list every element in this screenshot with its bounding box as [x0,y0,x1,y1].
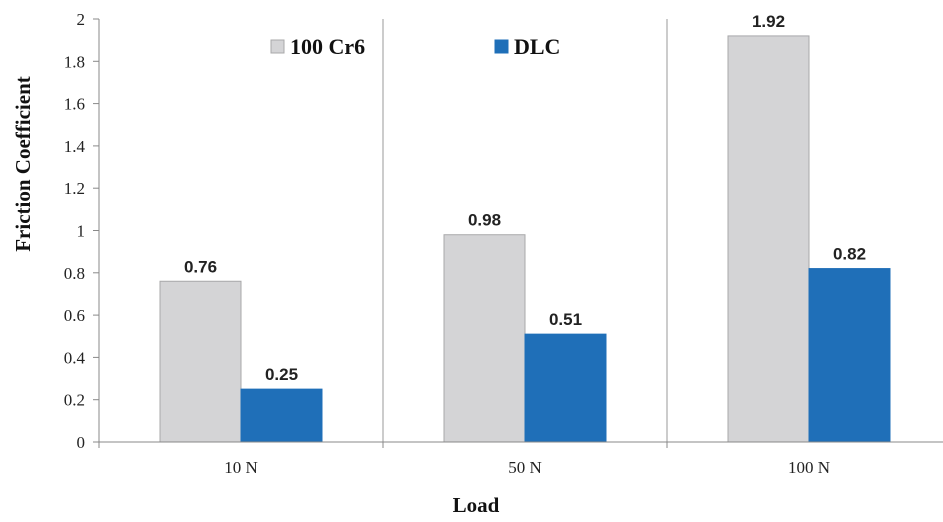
data-label: 0.25 [265,365,298,384]
y-tick-label: 1.6 [64,95,85,114]
axes [93,18,943,448]
data-labels: 0.76 0.98 1.92 0.25 0.51 0.82 [184,12,866,384]
y-tick-label: 1.4 [64,137,86,156]
y-tick-label: 1.8 [64,52,85,71]
x-tick-label: 100 N [788,458,830,477]
y-tick-label: 0.6 [64,306,85,325]
legend-label: DLC [514,34,560,59]
y-tick-labels: 0 0.2 0.4 0.6 0.8 1 1.2 1.4 1.6 1.8 2 [64,10,86,452]
data-label: 0.51 [549,310,582,329]
grid-lines [382,19,668,442]
y-tick-label: 0 [77,433,86,452]
legend-swatch [270,39,285,54]
data-label: 0.82 [833,245,866,264]
y-tick-label: 0.8 [64,264,85,283]
y-tick-label: 2 [77,10,86,29]
y-tick-label: 1.2 [64,179,85,198]
data-label: 0.98 [468,211,501,230]
bar [443,234,526,443]
x-axis-title: Load [453,493,500,517]
bars [159,35,891,443]
data-label: 0.76 [184,257,217,276]
bar [727,35,810,443]
bar [159,280,242,443]
bar [240,388,323,443]
x-tick-label: 50 N [508,458,542,477]
data-label: 1.92 [752,12,785,31]
legend: 100 Cr6 DLC [270,34,560,59]
legend-swatch [494,39,509,54]
y-tick-label: 0.2 [64,391,85,410]
bar [524,333,607,443]
x-tick-labels: 10 N 50 N 100 N [224,458,830,477]
y-tick-label: 1 [77,222,86,241]
x-tick-label: 10 N [224,458,258,477]
y-axis-title: Friction Coefficient [11,76,35,252]
y-tick-label: 0.4 [64,348,86,367]
legend-label: 100 Cr6 [290,34,365,59]
bar [808,268,891,443]
